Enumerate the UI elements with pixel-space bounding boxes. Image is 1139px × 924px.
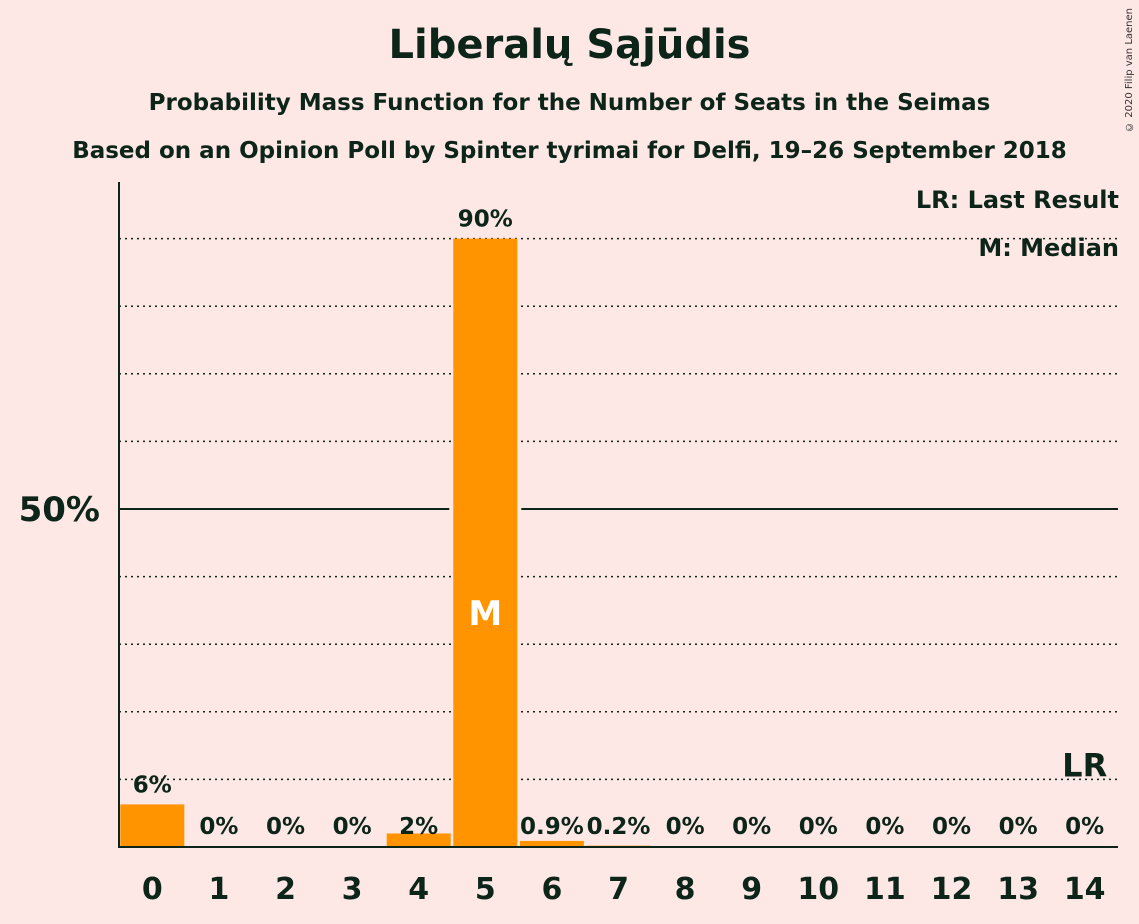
- chart-subtitle: Probability Mass Function for the Number…: [148, 90, 991, 116]
- x-tick-label: 13: [997, 872, 1039, 907]
- x-tick-label: 9: [741, 872, 762, 907]
- bar: [453, 238, 518, 848]
- chart-subtitle-source: Based on an Opinion Poll by Spinter tyri…: [72, 138, 1067, 164]
- median-marker: M: [468, 594, 502, 634]
- bar: [519, 840, 584, 847]
- bar-value-label: 0.2%: [587, 814, 651, 840]
- x-tick-label: 14: [1064, 872, 1106, 907]
- last-result-marker: LR: [1062, 746, 1107, 784]
- x-tick-label: 11: [864, 872, 906, 907]
- bar-value-label: 0.9%: [520, 814, 584, 840]
- bar-value-label: 2%: [399, 814, 438, 840]
- x-tick-label: 4: [408, 872, 429, 907]
- bar-value-label: 6%: [133, 772, 172, 798]
- bar-value-label: 0%: [199, 814, 238, 840]
- legend-last-result: LR: Last Result: [915, 186, 1119, 214]
- bar-value-label: 0%: [732, 814, 771, 840]
- bar: [120, 804, 185, 847]
- y-tick-label: 50%: [19, 490, 100, 530]
- x-tick-label: 2: [275, 872, 296, 907]
- x-tick-label: 3: [342, 872, 363, 907]
- bar: [386, 833, 451, 847]
- bar-value-label: 0%: [266, 814, 305, 840]
- bar-value-label: 0%: [333, 814, 372, 840]
- x-tick-label: 7: [608, 872, 629, 907]
- bar-value-label: 0%: [932, 814, 971, 840]
- x-tick-label: 12: [931, 872, 973, 907]
- x-tick-label: 8: [675, 872, 696, 907]
- bar-value-label: 0%: [999, 814, 1038, 840]
- x-tick-label: 10: [797, 872, 839, 907]
- bar-value-label: 0%: [865, 814, 904, 840]
- x-tick-label: 5: [475, 872, 496, 907]
- bar-value-label: 0%: [1065, 814, 1104, 840]
- x-tick-label: 0: [142, 872, 163, 907]
- bar-value-label: 90%: [458, 207, 513, 233]
- bar-value-label: 0%: [666, 814, 705, 840]
- x-tick-label: 1: [208, 872, 229, 907]
- bar-value-label: 0%: [799, 814, 838, 840]
- chart-title: Liberalų Sąjūdis: [388, 22, 751, 68]
- x-tick-label: 6: [541, 872, 562, 907]
